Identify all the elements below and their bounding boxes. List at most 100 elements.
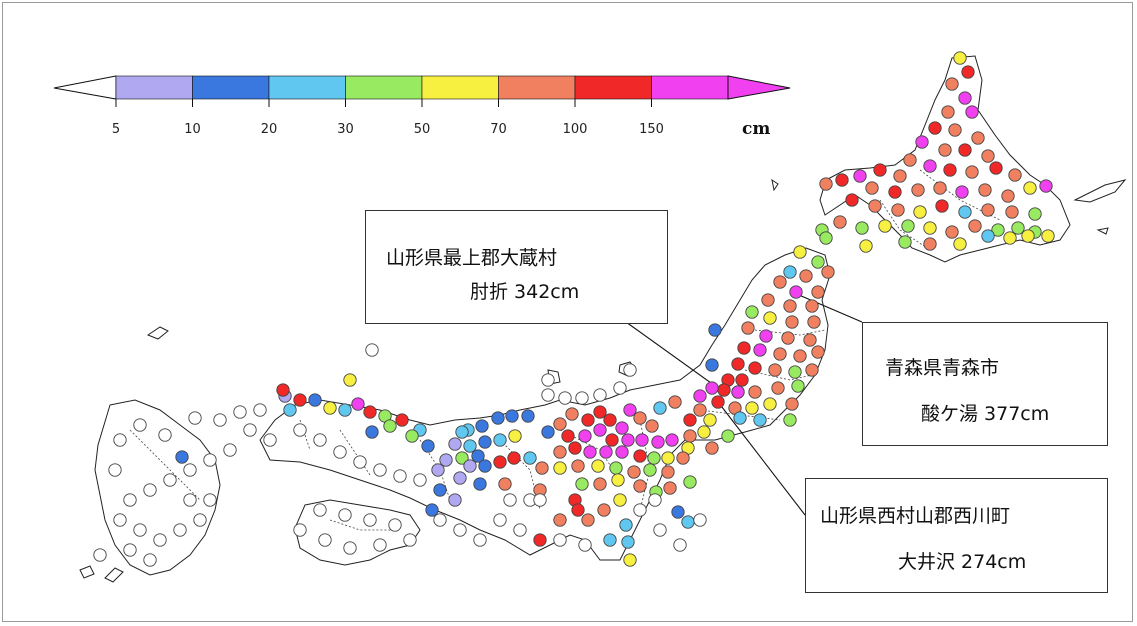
station-marker xyxy=(1021,229,1035,243)
station-marker xyxy=(433,483,447,497)
station-marker xyxy=(293,393,307,407)
station-marker xyxy=(898,235,912,249)
station-marker xyxy=(183,463,197,477)
station-marker xyxy=(1008,168,1022,182)
station-marker xyxy=(133,523,147,537)
station-marker xyxy=(833,215,847,229)
callout-hijiori: 山形県最上郡大蔵村 肘折 342cm xyxy=(365,210,668,324)
station-marker xyxy=(708,323,722,337)
station-marker xyxy=(1005,205,1019,219)
station-marker xyxy=(783,299,797,313)
station-marker xyxy=(753,343,767,357)
callout-sukayu: 青森県青森市 酸ケ湯 377cm xyxy=(862,322,1108,446)
station-marker xyxy=(971,131,985,145)
station-marker xyxy=(93,548,107,562)
station-marker xyxy=(968,219,982,233)
station-marker xyxy=(455,425,469,439)
station-marker xyxy=(571,503,585,517)
legend-unit-label: cm xyxy=(742,119,770,139)
station-marker xyxy=(653,523,667,537)
station-marker xyxy=(223,443,237,457)
station-marker xyxy=(1001,189,1015,203)
station-marker xyxy=(811,285,825,299)
station-marker xyxy=(471,449,485,463)
color-bar-segment xyxy=(192,75,270,100)
station-marker xyxy=(478,459,492,473)
station-marker xyxy=(661,451,675,465)
station-marker xyxy=(455,451,469,465)
station-marker xyxy=(913,205,927,219)
station-marker xyxy=(611,473,625,487)
station-marker xyxy=(703,413,717,427)
station-marker xyxy=(721,429,735,443)
station-marker xyxy=(507,451,521,465)
station-marker xyxy=(965,165,979,179)
station-marker xyxy=(593,388,607,402)
station-marker xyxy=(553,533,567,547)
station-marker xyxy=(203,453,217,467)
station-marker xyxy=(553,417,567,431)
station-marker xyxy=(615,445,629,459)
station-marker xyxy=(213,413,227,427)
callout-hijiori-station: 肘折 342cm xyxy=(470,281,580,303)
station-marker xyxy=(663,481,677,495)
kyushu-outline xyxy=(94,399,221,576)
color-bar-tick-labels: 5 10 20 30 50 70 100 150 xyxy=(112,122,664,137)
station-marker xyxy=(805,363,819,377)
callout-oisawa-location: 山形県西村山郡西川町 xyxy=(820,505,1011,527)
station-marker xyxy=(433,513,447,527)
station-marker xyxy=(575,477,589,491)
station-marker xyxy=(763,311,777,325)
station-marker xyxy=(493,433,507,447)
station-marker xyxy=(615,421,629,435)
station-marker xyxy=(503,493,517,507)
color-bar-segment xyxy=(498,75,576,100)
color-bar-segment xyxy=(345,75,423,100)
station-marker xyxy=(323,401,337,415)
station-marker xyxy=(623,363,637,377)
station-marker xyxy=(541,388,555,402)
station-marker xyxy=(561,429,575,443)
station-marker xyxy=(593,405,607,419)
station-marker xyxy=(633,411,647,425)
station-marker xyxy=(793,349,807,363)
color-bar-segment xyxy=(574,75,652,100)
station-marker xyxy=(635,433,649,447)
station-marker xyxy=(891,203,905,217)
station-marker xyxy=(819,231,833,245)
station-marker xyxy=(945,77,959,91)
color-bar-tick-label: 50 xyxy=(414,122,431,137)
station-marker xyxy=(845,193,859,207)
station-marker xyxy=(513,523,527,537)
station-marker xyxy=(1011,221,1025,235)
station-marker xyxy=(493,455,507,469)
station-marker xyxy=(731,385,745,399)
station-marker xyxy=(923,221,937,235)
station-marker xyxy=(745,401,759,415)
station-marker xyxy=(788,365,802,379)
station-marker xyxy=(928,121,942,135)
station-marker xyxy=(773,275,787,289)
station-marker xyxy=(953,51,967,65)
station-marker xyxy=(453,523,467,537)
station-marker xyxy=(619,518,633,532)
station-marker xyxy=(603,533,617,547)
callout-sukayu-location: 青森県青森市 xyxy=(885,357,1000,379)
station-markers xyxy=(93,51,1055,567)
station-marker xyxy=(431,463,445,477)
station-marker xyxy=(313,503,327,517)
station-marker xyxy=(731,357,745,371)
station-marker xyxy=(737,341,751,355)
station-marker xyxy=(981,149,995,163)
station-marker xyxy=(425,503,439,517)
color-bar-tick-label: 100 xyxy=(563,122,588,137)
station-marker xyxy=(941,105,955,119)
island-outline xyxy=(146,326,169,340)
station-marker xyxy=(533,493,547,507)
station-marker xyxy=(748,361,762,375)
station-marker xyxy=(395,413,409,427)
station-marker xyxy=(553,445,567,459)
station-marker xyxy=(958,205,972,219)
station-marker xyxy=(868,199,882,213)
station-marker xyxy=(683,413,697,427)
